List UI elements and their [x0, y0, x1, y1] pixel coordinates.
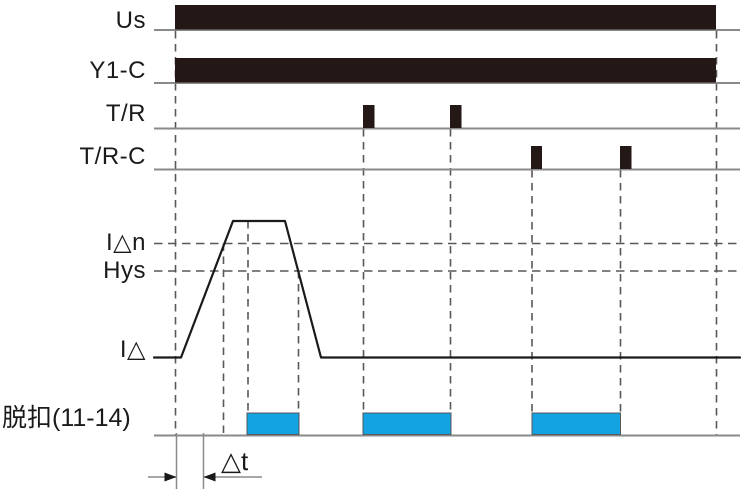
threshold-label-idn: I△n	[106, 229, 146, 256]
current-label-id: I△	[119, 336, 146, 363]
trip-output-label: 脱扣(11-14)	[2, 404, 131, 432]
tr-high-bar-2	[450, 105, 462, 128]
trc-high-bar-1	[531, 146, 542, 169]
tr-high-bar-1	[363, 105, 375, 128]
trip-active-bar-2	[362, 412, 452, 435]
delta-t-label: △t	[221, 446, 249, 476]
trip-active-bar-3	[531, 412, 621, 435]
delta-t-arrowhead-right	[164, 472, 177, 482]
signal-label-trc: T/R-C	[79, 143, 146, 170]
us-high-bar-1	[175, 5, 716, 30]
residual-current-waveform	[152, 219, 742, 359]
delta-t-arrowhead-left	[203, 472, 216, 482]
trip-active-bar-1	[246, 412, 300, 435]
trc-high-bar-2	[620, 146, 632, 169]
signal-label-tr: T/R	[105, 100, 146, 127]
signal-label-y1c: Y1-C	[89, 57, 146, 84]
signal-label-us: Us	[115, 7, 146, 34]
threshold-label-hys: Hys	[103, 257, 146, 284]
y1c-high-bar-1	[175, 58, 716, 83]
